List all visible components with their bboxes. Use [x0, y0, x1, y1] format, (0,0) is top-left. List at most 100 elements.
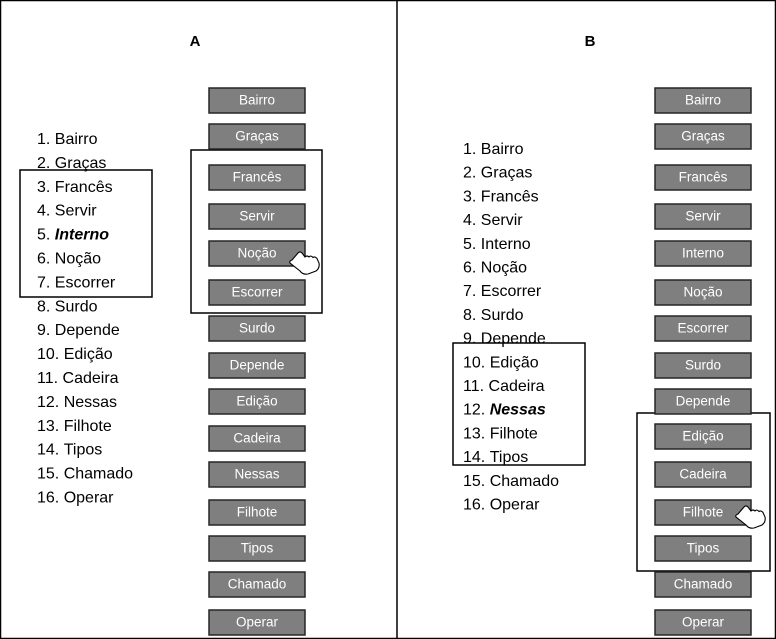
word-button: [208, 535, 306, 562]
hand-cursor: [735, 505, 766, 529]
button-label: Edição: [236, 394, 277, 409]
button-label: Francês: [233, 170, 282, 185]
item-number: 9.: [463, 331, 476, 348]
item-number: 7.: [37, 275, 50, 292]
item-word: Graças: [55, 155, 107, 172]
list-item: 9. Depende: [37, 322, 120, 339]
word-button: [654, 240, 752, 267]
button-label: Bairro: [239, 93, 275, 108]
item-word: Servir: [55, 203, 97, 220]
item-number: 16.: [463, 497, 485, 514]
word-button: [208, 203, 306, 230]
button-label: Chamado: [674, 577, 733, 592]
list-item: 15. Chamado: [37, 466, 133, 483]
item-word: Surdo: [55, 299, 98, 316]
button-window: [190, 149, 323, 314]
item-number: 13.: [463, 426, 485, 443]
list-item: 4. Servir: [37, 203, 97, 220]
list-item: 14. Tipos: [37, 442, 102, 459]
button-label: Bairro: [685, 93, 721, 108]
list-item: 3. Francês: [463, 189, 539, 206]
item-word: Depende: [55, 322, 120, 339]
button-label: Graças: [235, 129, 279, 144]
button-label: Servir: [239, 209, 275, 224]
button-label: Francês: [679, 170, 728, 185]
list-item: 10. Edição: [463, 355, 539, 372]
hand-shape: [735, 505, 766, 529]
list-item: 12. Nessas: [37, 394, 117, 411]
word-button: [654, 203, 752, 230]
list-item: 4. Servir: [463, 212, 523, 229]
item-number: 2.: [463, 165, 476, 182]
item-number: 5.: [463, 236, 476, 253]
button-label: Tipos: [241, 541, 274, 556]
item-number: 15.: [463, 473, 485, 490]
word-button: [208, 87, 306, 114]
word-button: [654, 461, 752, 488]
word-button: [208, 123, 306, 150]
button-label: Escorrer: [677, 321, 729, 336]
list-item: 3. Francês: [37, 179, 113, 196]
button-label: Depende: [230, 358, 285, 373]
item-word: Nessas: [64, 394, 117, 411]
item-word: Noção: [481, 260, 527, 277]
item-word: Bairro: [481, 141, 524, 158]
button-label: Operar: [682, 615, 725, 630]
item-word: Operar: [490, 497, 540, 514]
item-word: Cadeira: [489, 378, 545, 395]
word-button: [208, 499, 306, 526]
list-item: 8. Surdo: [37, 299, 98, 316]
item-number: 2.: [37, 155, 50, 172]
item-word: Operar: [64, 490, 114, 507]
item-number: 8.: [463, 307, 476, 324]
item-word: Chamado: [64, 466, 133, 483]
button-label: Surdo: [239, 321, 275, 336]
button-label: Tipos: [687, 541, 720, 556]
word-button: [208, 352, 306, 379]
item-number: 14.: [463, 449, 485, 466]
item-number: 16.: [37, 490, 59, 507]
item-word: Filhote: [64, 418, 112, 435]
item-word: Servir: [481, 212, 523, 229]
list-item: 5. Interno: [463, 236, 531, 253]
list-item: 11. Cadeira: [463, 378, 545, 395]
item-word: Cadeira: [63, 370, 119, 387]
item-word: Nessas: [490, 402, 546, 419]
button-label: Edição: [682, 429, 723, 444]
item-number: 7.: [463, 283, 476, 300]
button-label: Escorrer: [231, 285, 283, 300]
item-word: Surdo: [481, 307, 524, 324]
button-label: Filhote: [237, 505, 278, 520]
item-number: 4.: [463, 212, 476, 229]
item-word: Escorrer: [55, 275, 116, 292]
item-number: 15.: [37, 466, 59, 483]
item-word: Interno: [481, 236, 531, 253]
item-word: Tipos: [490, 449, 529, 466]
item-number: 10.: [37, 346, 59, 363]
word-button: [654, 609, 752, 636]
list-item: 11. Cadeira: [37, 370, 119, 387]
word-button: [208, 164, 306, 191]
button-label: Filhote: [683, 505, 724, 520]
button-label: Operar: [236, 615, 279, 630]
word-button: [208, 461, 306, 488]
list-item: 7. Escorrer: [37, 275, 116, 292]
item-number: 11.: [463, 378, 484, 395]
item-word: Escorrer: [481, 283, 542, 300]
item-number: 5.: [37, 227, 50, 244]
list-item: 6. Noção: [463, 260, 527, 277]
item-number: 14.: [37, 442, 59, 459]
item-number: 13.: [37, 418, 59, 435]
button-label: Servir: [685, 209, 721, 224]
list-item: 13. Filhote: [463, 426, 538, 443]
item-word: Francês: [55, 179, 113, 196]
list-item: 8. Surdo: [463, 307, 524, 324]
button-label: Nessas: [234, 467, 279, 482]
list-item: 10. Edição: [37, 346, 113, 363]
item-word: Interno: [55, 227, 109, 244]
word-button: [654, 123, 752, 150]
panel-title: B: [585, 33, 596, 50]
hand-shape: [289, 251, 320, 275]
item-number: 9.: [37, 322, 50, 339]
